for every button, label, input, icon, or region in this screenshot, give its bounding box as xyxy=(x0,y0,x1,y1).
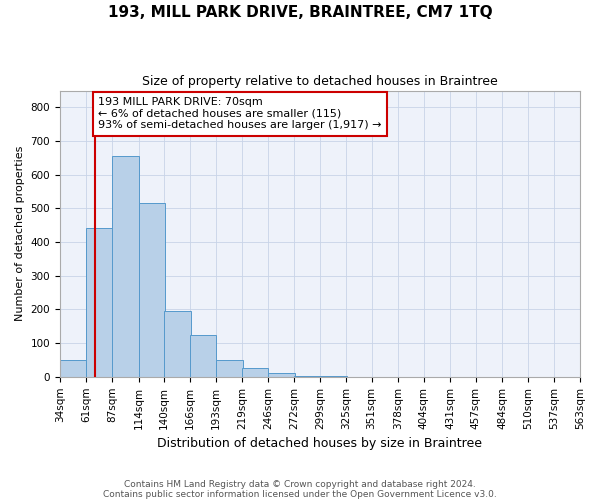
Text: 193 MILL PARK DRIVE: 70sqm
← 6% of detached houses are smaller (115)
93% of semi: 193 MILL PARK DRIVE: 70sqm ← 6% of detac… xyxy=(98,98,382,130)
Bar xyxy=(294,376,320,377)
Bar xyxy=(112,156,139,377)
Bar xyxy=(139,204,165,377)
Bar xyxy=(86,228,113,377)
Text: 193, MILL PARK DRIVE, BRAINTREE, CM7 1TQ: 193, MILL PARK DRIVE, BRAINTREE, CM7 1TQ xyxy=(107,5,493,20)
Bar xyxy=(164,311,191,377)
Bar xyxy=(216,360,243,377)
Title: Size of property relative to detached houses in Braintree: Size of property relative to detached ho… xyxy=(142,75,498,88)
Y-axis label: Number of detached properties: Number of detached properties xyxy=(15,146,25,322)
Bar xyxy=(60,360,86,377)
Text: Contains HM Land Registry data © Crown copyright and database right 2024.
Contai: Contains HM Land Registry data © Crown c… xyxy=(103,480,497,499)
Bar xyxy=(268,374,295,377)
X-axis label: Distribution of detached houses by size in Braintree: Distribution of detached houses by size … xyxy=(157,437,482,450)
Bar xyxy=(242,368,268,377)
Bar xyxy=(190,334,216,377)
